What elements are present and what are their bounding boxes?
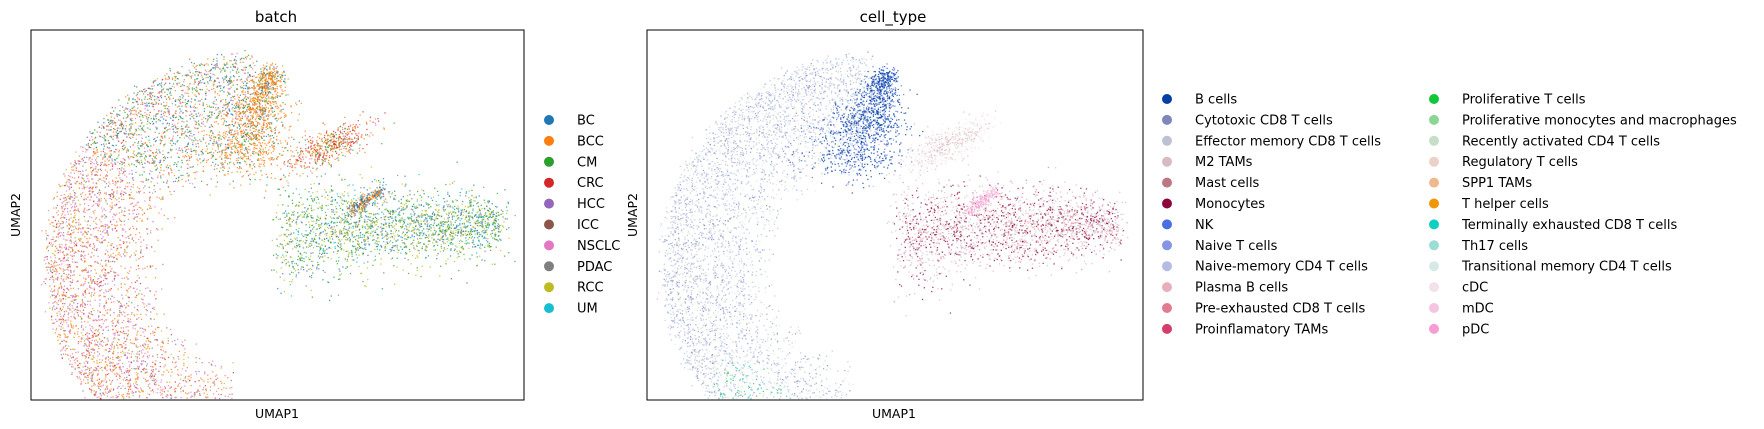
legend-marker-nsclc bbox=[544, 240, 554, 251]
legend-batch: BC BCC CM CRC HCC ICC NSCLC PDAC RCC UM bbox=[544, 114, 620, 317]
legend-marker-rcc bbox=[544, 282, 554, 293]
legend-marker-cytotoxic-cd8-t-cells bbox=[1162, 114, 1172, 125]
legend-label-effector-memory-cd8-t-cells: Effector memory CD8 T cells bbox=[1195, 134, 1381, 149]
legend-marker-um bbox=[544, 303, 554, 314]
legend-label-th17-cells: Th17 cells bbox=[1461, 239, 1528, 254]
legend-marker-cdc bbox=[1429, 282, 1439, 293]
panel-title-batch: batch bbox=[255, 8, 297, 26]
legend-marker-bcc bbox=[544, 135, 554, 146]
legend-label-pre-exhausted-cd8-t-cells: Pre-exhausted CD8 T cells bbox=[1195, 302, 1365, 317]
legend-marker-th17-cells bbox=[1429, 240, 1439, 251]
scatter-points-cell-type bbox=[656, 51, 1129, 400]
panel-cell-type: cell_type UMAP1 UMAP2 B cells Cytotoxic C… bbox=[625, 8, 1737, 421]
y-axis-label-cell-type: UMAP2 bbox=[625, 193, 640, 237]
legend-marker-pre-exhausted-cd8-t-cells bbox=[1162, 303, 1172, 313]
legend-label-bc: BC bbox=[577, 114, 595, 129]
legend-label-proliferative-monocytes-and-macrophages: Proliferative monocytes and macrophages bbox=[1462, 113, 1737, 128]
legend-label-icc: ICC bbox=[577, 218, 599, 233]
legend-label-pdc: pDC bbox=[1462, 322, 1489, 337]
y-axis-label-batch: UMAP2 bbox=[8, 193, 23, 237]
legend-marker-naive-memory-cd4-t-cells bbox=[1162, 261, 1172, 272]
legend-label-cdc: cDC bbox=[1462, 281, 1488, 296]
legend-marker-proliferative-monocytes-and-macrophages bbox=[1429, 114, 1439, 125]
legend-cell-type: B cells Cytotoxic CD8 T cells Effector mem… bbox=[1162, 93, 1737, 337]
legend-label-monocytes: Monocytes bbox=[1195, 197, 1265, 212]
legend-label-crc: CRC bbox=[577, 176, 604, 191]
legend-label-proliferative-t-cells: Proliferative T cells bbox=[1462, 93, 1586, 108]
legend-label-proinflamatory-tams: Proinflamatory TAMs bbox=[1195, 322, 1329, 337]
legend-marker-plasma-b-cells bbox=[1162, 282, 1172, 293]
legend-marker-pdac bbox=[544, 261, 554, 272]
legend-label-nsclc: NSCLC bbox=[577, 239, 620, 254]
scatter-points-batch bbox=[40, 50, 516, 400]
legend-marker-t-helper-cells bbox=[1429, 198, 1439, 209]
legend-marker-mdc bbox=[1429, 303, 1439, 313]
legend-marker-pdc bbox=[1429, 323, 1439, 334]
legend-label-naive-t-cells: Naive T cells bbox=[1195, 239, 1278, 254]
legend-label-cm: CM bbox=[577, 155, 597, 170]
legend-marker-transitional-memory-cd4-t-cells bbox=[1429, 261, 1439, 272]
legend-label-terminally-exhausted-cd8-t-cells: Terminally exhausted CD8 T cells bbox=[1461, 218, 1677, 233]
legend-marker-nk bbox=[1162, 219, 1172, 230]
legend-label-spp1-tams: SPP1 TAMs bbox=[1462, 176, 1532, 191]
legend-label-mdc: mDC bbox=[1462, 302, 1494, 317]
legend-label-rcc: RCC bbox=[577, 281, 604, 296]
legend-marker-proliferative-t-cells bbox=[1429, 94, 1439, 104]
legend-label-nk: NK bbox=[1195, 218, 1214, 233]
legend-label-m2-tams: M2 TAMs bbox=[1195, 155, 1253, 170]
legend-marker-spp1-tams bbox=[1429, 177, 1439, 188]
legend-marker-naive-t-cells bbox=[1162, 240, 1172, 251]
legend-marker-terminally-exhausted-cd8-t-cells bbox=[1429, 219, 1439, 230]
legend-marker-mast-cells bbox=[1162, 177, 1172, 188]
panel-batch: batch UMAP1 UMAP2 BC BCC CM CRC HCC ICC NSCLC P… bbox=[8, 8, 620, 421]
legend-label-cytotoxic-cd8-t-cells: Cytotoxic CD8 T cells bbox=[1195, 113, 1333, 128]
legend-marker-regulatory-t-cells bbox=[1429, 156, 1439, 167]
legend-label-pdac: PDAC bbox=[577, 260, 612, 275]
legend-label-regulatory-t-cells: Regulatory T cells bbox=[1462, 155, 1578, 170]
plot-frame-batch bbox=[30, 29, 525, 401]
legend-marker-b-cells bbox=[1162, 94, 1172, 104]
legend-label-bcc: BCC bbox=[577, 134, 604, 149]
x-axis-label-batch: UMAP1 bbox=[255, 406, 299, 421]
legend-marker-hcc bbox=[544, 198, 554, 209]
plot-frame-cell-type bbox=[646, 29, 1144, 401]
legend-marker-bc bbox=[544, 115, 554, 125]
legend-label-naive-memory-cd4-t-cells: Naive-memory CD4 T cells bbox=[1195, 260, 1368, 275]
legend-marker-effector-memory-cd8-t-cells bbox=[1162, 135, 1172, 146]
legend-marker-proinflamatory-tams bbox=[1162, 323, 1172, 334]
legend-label-t-helper-cells: T helper cells bbox=[1461, 197, 1549, 212]
legend-marker-icc bbox=[544, 219, 554, 230]
legend-label-hcc: HCC bbox=[577, 197, 605, 212]
legend-label-plasma-b-cells: Plasma B cells bbox=[1195, 281, 1288, 296]
panel-title-cell-type: cell_type bbox=[860, 8, 927, 27]
legend-marker-monocytes bbox=[1162, 198, 1172, 209]
legend-label-recently-activated-cd4-t-cells: Recently activated CD4 T cells bbox=[1462, 134, 1660, 149]
legend-label-mast-cells: Mast cells bbox=[1195, 176, 1260, 191]
x-axis-label-cell-type: UMAP1 bbox=[872, 406, 916, 421]
legend-label-b-cells: B cells bbox=[1195, 93, 1237, 108]
legend-label-transitional-memory-cd4-t-cells: Transitional memory CD4 T cells bbox=[1461, 260, 1672, 275]
legend-label-um: UM bbox=[577, 302, 598, 317]
legend-marker-cm bbox=[544, 156, 554, 167]
legend-marker-recently-activated-cd4-t-cells bbox=[1429, 135, 1439, 146]
legend-marker-m2-tams bbox=[1162, 156, 1172, 167]
legend-marker-crc bbox=[544, 177, 554, 188]
